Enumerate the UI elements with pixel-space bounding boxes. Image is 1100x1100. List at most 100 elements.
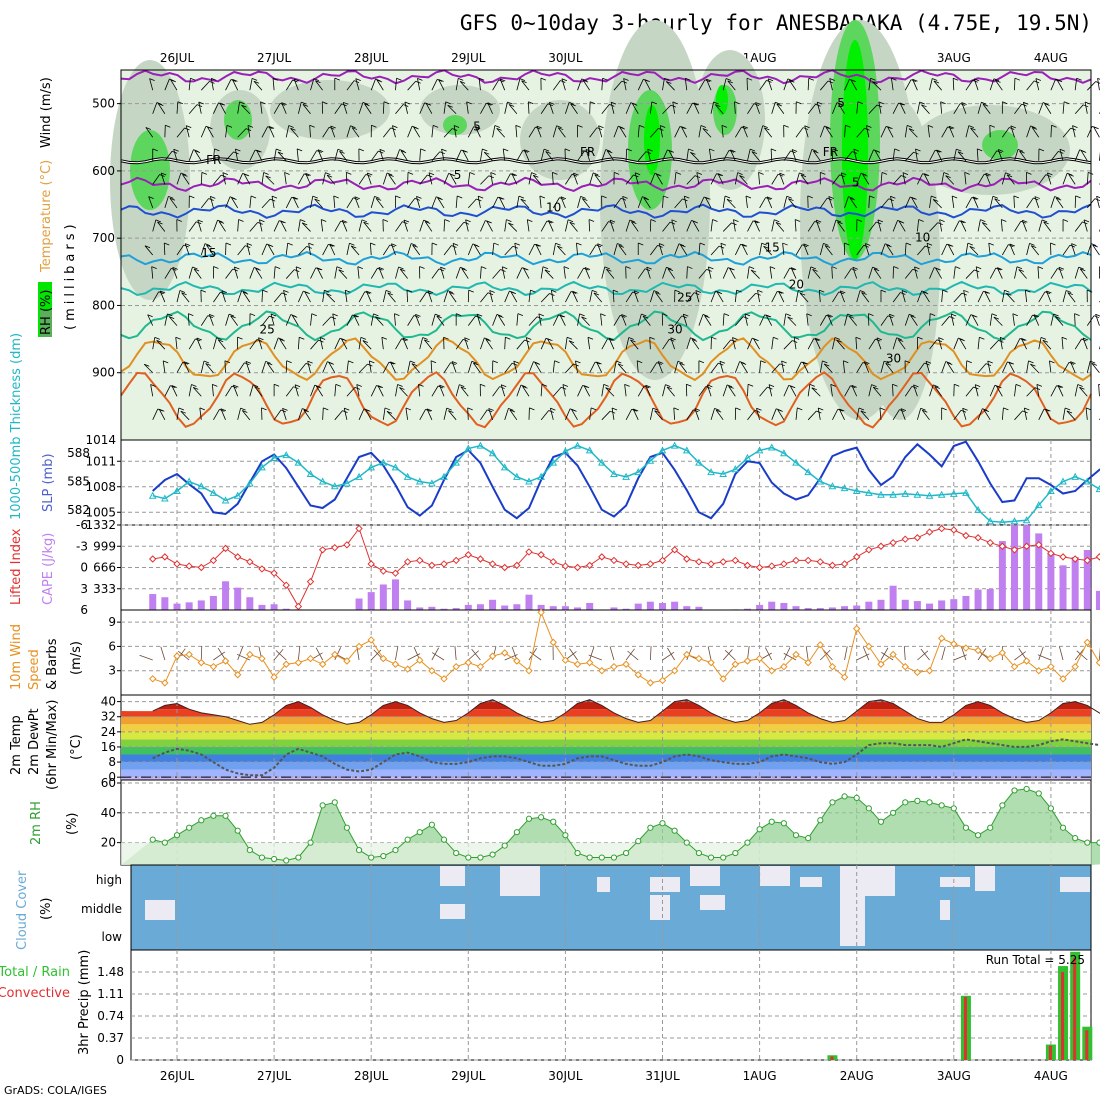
rh2m-point xyxy=(550,818,557,825)
rh2m-point xyxy=(1072,835,1079,842)
wind-barb xyxy=(467,172,471,185)
wind-barb xyxy=(795,407,798,420)
cloud-cell xyxy=(800,877,822,887)
wind-barb-flag xyxy=(432,124,439,128)
wind-barb xyxy=(210,78,214,91)
wind10m-point xyxy=(889,650,897,659)
wind-barb-flag xyxy=(872,81,878,85)
wind-barb xyxy=(415,314,421,326)
wind-barb-flag xyxy=(163,360,169,364)
wind-barb xyxy=(686,220,692,232)
wind-barb-flag xyxy=(808,77,814,81)
wind-barb-flag xyxy=(822,360,828,364)
wind-barb xyxy=(901,290,906,303)
wind-barb xyxy=(467,407,469,420)
wind-barb-flag xyxy=(1051,124,1057,128)
wind-barb xyxy=(516,267,523,279)
wind-barb xyxy=(181,292,190,303)
wind-barb xyxy=(441,148,445,161)
wind-barb-flag xyxy=(228,313,235,317)
wind-barb xyxy=(965,125,970,138)
wind-barb-flag xyxy=(988,242,994,246)
rh2m-point xyxy=(744,839,751,846)
wind-barb-flag xyxy=(438,79,444,82)
wind-barb-flag xyxy=(702,313,709,317)
cape-bar xyxy=(1059,565,1067,610)
wind-barb xyxy=(345,172,348,185)
wind-barb xyxy=(249,222,258,232)
wind-barb-flag xyxy=(945,361,951,364)
wind-barb-flag xyxy=(352,314,358,318)
wind-barb-flag xyxy=(314,198,320,202)
wind-barb xyxy=(213,337,217,350)
wind-barb xyxy=(242,291,251,303)
wind-barb-flag xyxy=(480,383,486,387)
wind-barb-flag xyxy=(345,289,351,293)
wind-barb xyxy=(412,245,421,256)
wind-barb xyxy=(390,243,396,256)
rh-label: RH (%) xyxy=(39,290,54,335)
wind-barb xyxy=(143,363,154,374)
wind-barb xyxy=(643,197,651,209)
wind-barb xyxy=(235,148,239,161)
wind-barb-flag xyxy=(1070,361,1076,365)
wind-barb xyxy=(589,361,596,373)
wind-barb-flag xyxy=(556,125,562,129)
wind-barb xyxy=(285,125,290,138)
wind-barb xyxy=(636,360,639,373)
wind10m-barb xyxy=(1037,654,1052,661)
precip-ylabel: 3hr Precip (mm) xyxy=(77,950,92,1055)
wind-barb-flag xyxy=(185,243,191,247)
wind-barb-flag xyxy=(203,360,210,364)
rh2m-point xyxy=(780,820,787,827)
wind-barb-flag xyxy=(685,77,691,81)
rh2m-point xyxy=(877,818,885,825)
wind-barb xyxy=(891,78,894,91)
lifted-index-point xyxy=(209,556,218,565)
wind-barb xyxy=(977,408,983,420)
wind-barb-flag xyxy=(855,336,862,340)
wind-barb-flag xyxy=(606,268,612,272)
wind-barb-flag xyxy=(1080,150,1087,153)
thickness-point xyxy=(428,479,436,487)
wind-barb xyxy=(747,149,751,161)
wind-barb-flag xyxy=(838,103,844,106)
wind-barb-flag xyxy=(315,80,321,83)
wind-barb xyxy=(686,409,694,421)
wind-barb-flag xyxy=(326,293,332,296)
wind-barb xyxy=(917,362,925,373)
wind-barb-flag xyxy=(813,338,819,341)
contour-label: 30 xyxy=(886,352,901,366)
wind-barb-flag xyxy=(983,290,989,294)
wind-barb-flag xyxy=(739,361,745,364)
wind-barb xyxy=(370,313,374,326)
wind-barb-flag xyxy=(605,387,611,391)
wind-barb xyxy=(941,126,949,138)
wind-barb xyxy=(237,101,240,114)
wind-barb-flag xyxy=(871,384,877,387)
wind-barb xyxy=(1006,293,1015,303)
cape-bar xyxy=(804,608,812,610)
wind10m-barb xyxy=(856,653,870,661)
wind-barb-flag xyxy=(164,242,170,246)
wind-barb-flag xyxy=(601,195,607,199)
wind-barb-flag xyxy=(302,222,308,226)
wind-barb xyxy=(390,361,396,373)
wind-barb-flag xyxy=(993,316,1000,320)
wind10m-barb xyxy=(529,651,542,661)
wind-barb-flag xyxy=(460,266,466,270)
wind-barb xyxy=(601,410,611,421)
wind-barb-flag xyxy=(464,337,470,341)
wind-barb-flag xyxy=(926,242,933,246)
wind-barb-flag xyxy=(240,407,246,411)
wind-barb xyxy=(734,126,742,138)
wind-barb xyxy=(403,219,408,232)
wind-barb xyxy=(953,266,956,279)
wind-barb xyxy=(267,244,275,256)
wind-barb xyxy=(540,103,549,114)
y-tick-label: 0 xyxy=(108,770,116,784)
wind-barb-flag xyxy=(530,289,536,293)
thickness-point xyxy=(148,491,157,499)
wind-barb xyxy=(739,175,748,185)
wind-barb-flag xyxy=(702,128,709,131)
